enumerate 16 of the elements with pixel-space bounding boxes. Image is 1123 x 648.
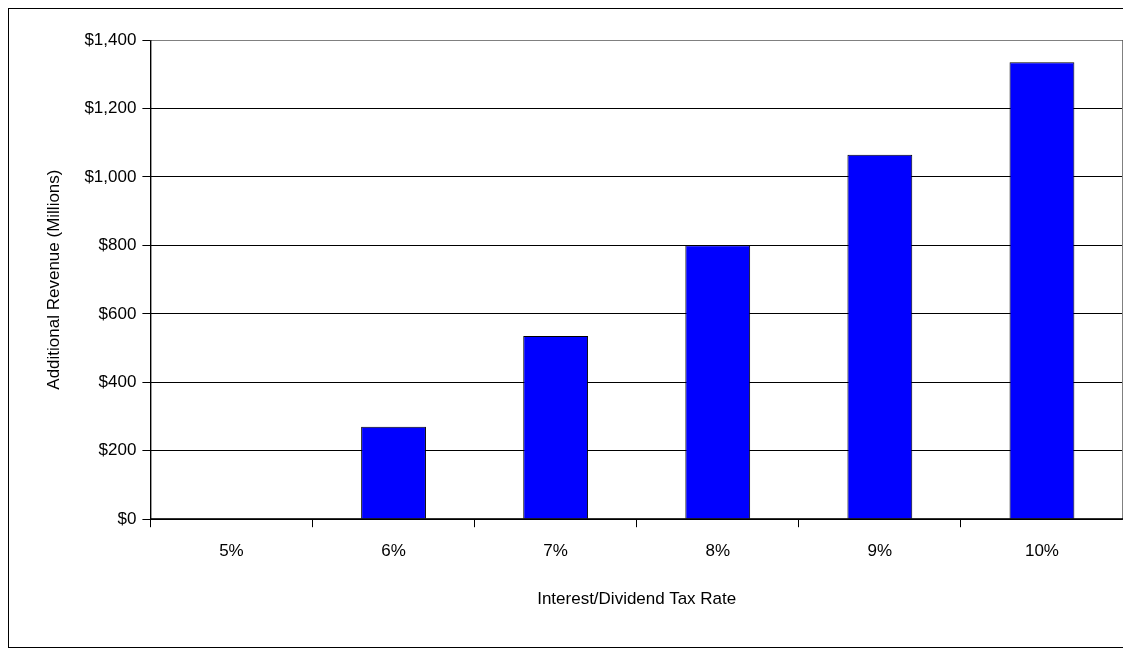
y-tick-label: $600 — [98, 303, 137, 323]
x-tick-label: 8% — [705, 541, 731, 561]
y-tick-label: $1,400 — [84, 29, 137, 49]
y-tick-label: $0 — [117, 508, 137, 528]
y-tick-label: $1,200 — [84, 98, 137, 118]
y-tick-label: $400 — [98, 371, 137, 391]
x-tick-label: 5% — [219, 541, 244, 561]
x-axis-title: Interest/Dividend Tax Rate — [537, 589, 737, 609]
x-tick-label: 9% — [867, 541, 893, 561]
y-tick-label: $1,000 — [84, 166, 137, 186]
y-tick-label: $200 — [98, 440, 137, 460]
x-tick-label: 6% — [381, 541, 406, 561]
x-tick-label: 10% — [1024, 541, 1059, 561]
y-tick-label: $800 — [98, 235, 137, 255]
y-axis-title: Additional Revenue (Millions) — [43, 169, 63, 390]
x-tick-label: 7% — [543, 541, 568, 561]
